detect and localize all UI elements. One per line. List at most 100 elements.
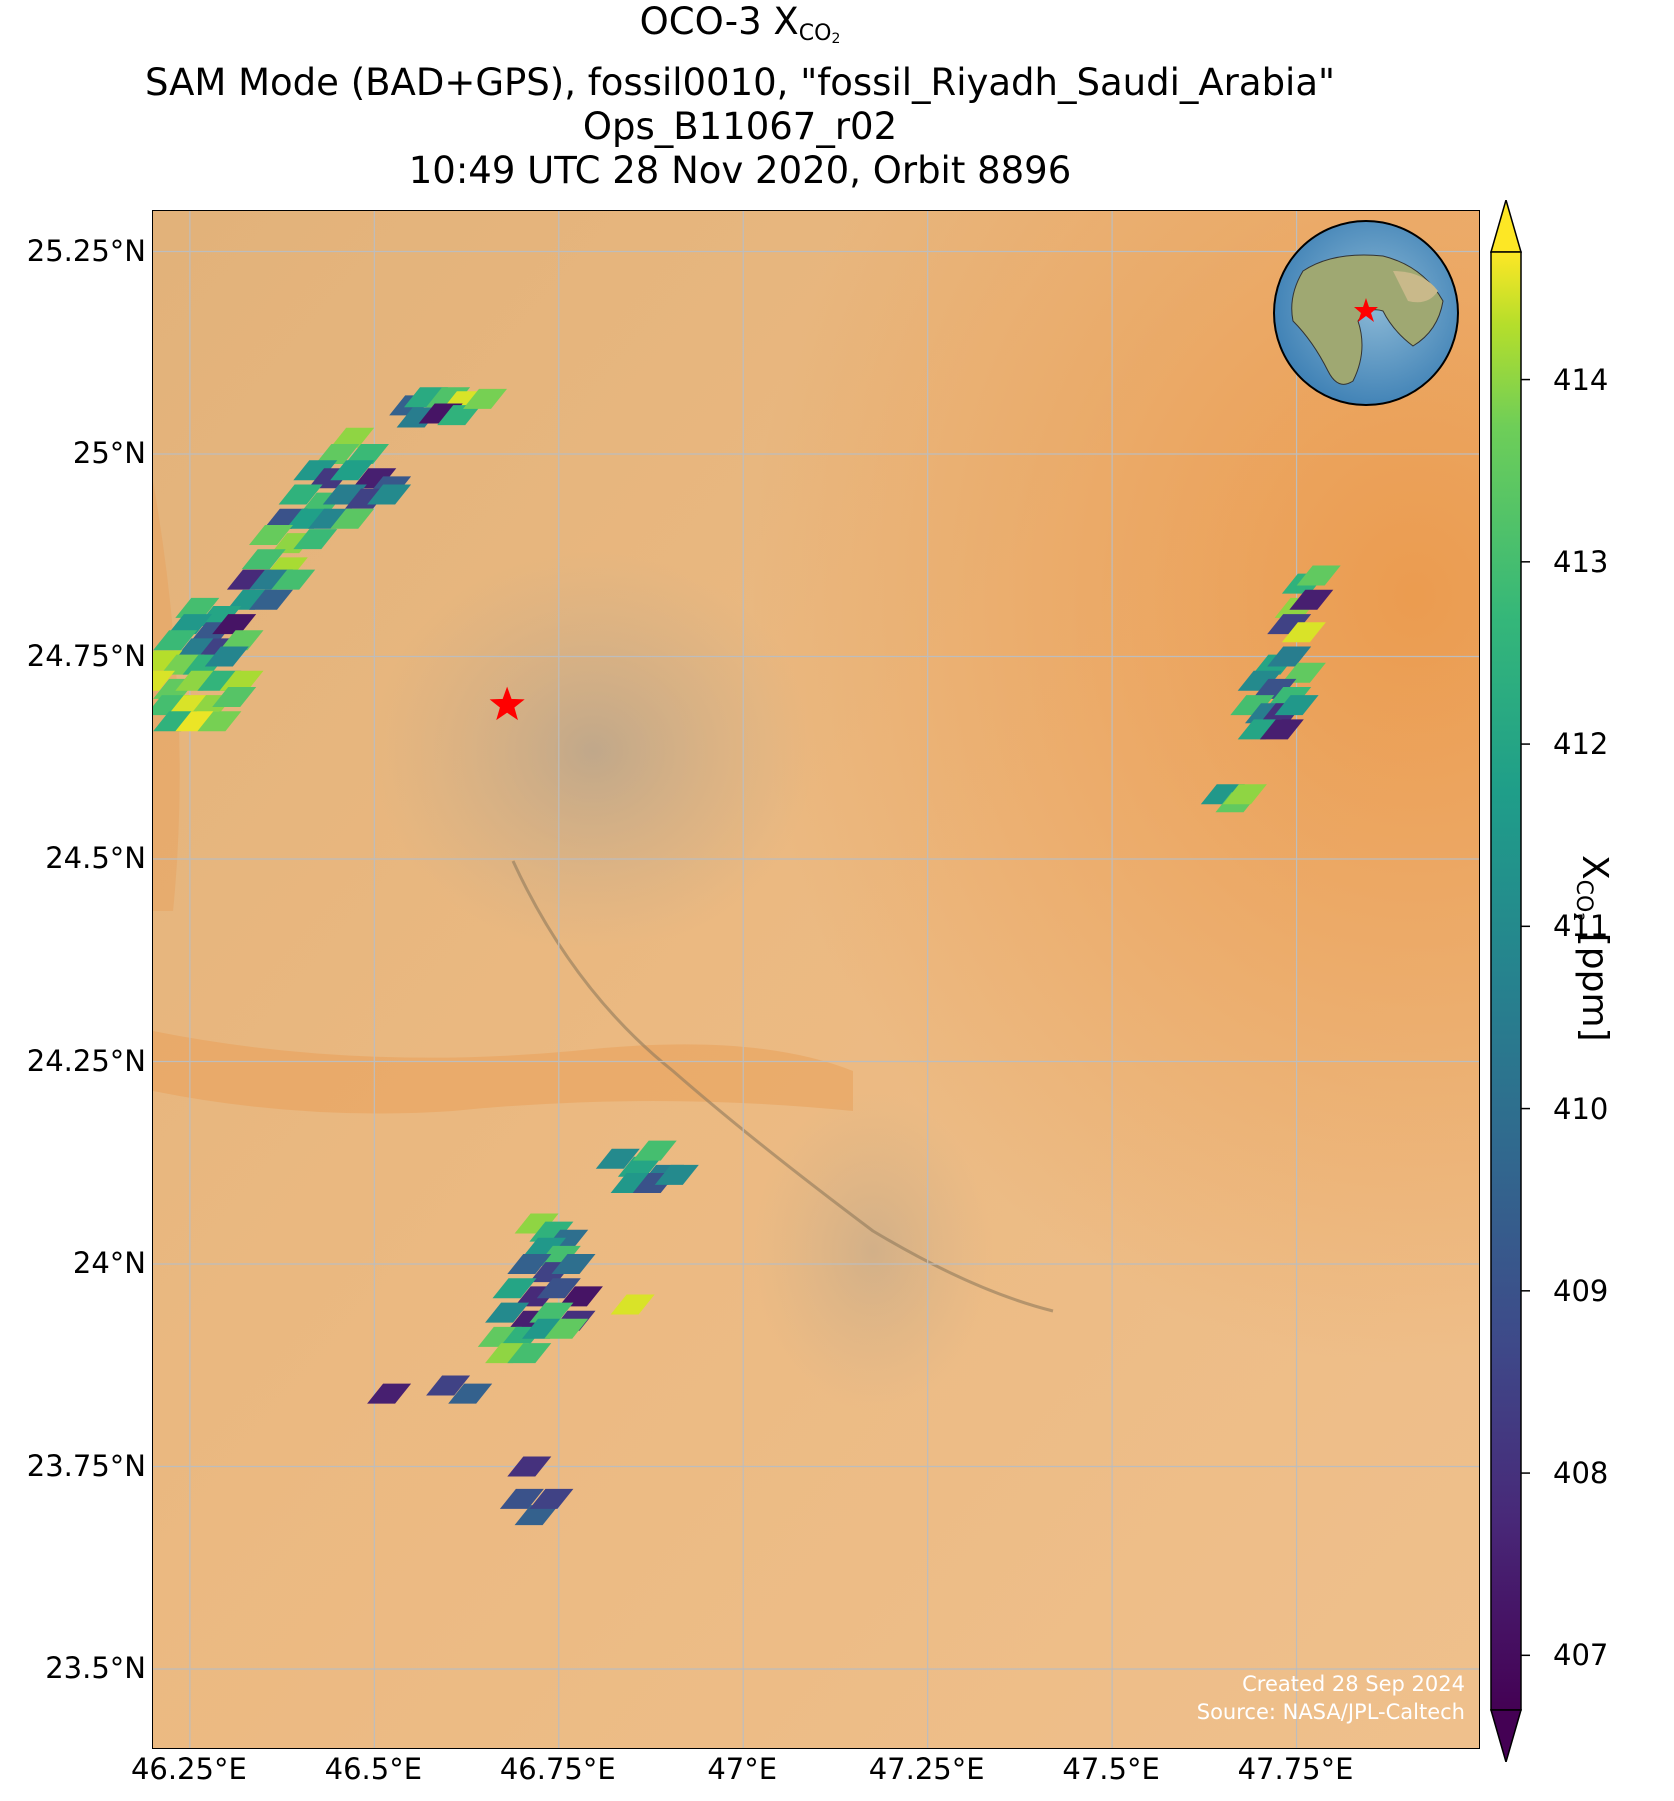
xco2-sounding <box>485 1343 530 1364</box>
xco2-sounding <box>367 1383 412 1404</box>
chart-title: OCO-3 XCO2 SAM Mode (BAD+GPS), fossil001… <box>0 0 1480 193</box>
xco2-sounding <box>219 670 264 691</box>
xco2-sounding <box>212 687 257 707</box>
xco2-sounding <box>175 711 220 732</box>
colorbar <box>1490 200 1530 1762</box>
town-area <box>753 1091 993 1411</box>
xco2-sounding <box>175 670 220 691</box>
xco2-sounding <box>1237 670 1282 691</box>
xco2-sounding <box>175 638 220 659</box>
xco2-sounding <box>167 695 212 716</box>
xco2-sounding <box>330 460 375 481</box>
latitude-tick-label: 23.75°N <box>26 1448 146 1483</box>
longitude-tick-label: 46.25°E <box>130 1752 247 1786</box>
longitude-tick-label: 47.75°E <box>1237 1752 1354 1786</box>
xco2-sounding <box>175 597 220 618</box>
xco2-sounding <box>544 1318 589 1339</box>
longitude-tick-label: 46.75°E <box>499 1752 616 1786</box>
xco2-sounding <box>212 614 257 635</box>
latitude-tick-label: 25.25°N <box>26 233 146 268</box>
xco2-sounding <box>241 549 286 570</box>
colorbar-tick-label: 409 <box>1553 1273 1609 1308</box>
xco2-sounding <box>153 711 198 732</box>
xco2-sounding <box>1281 622 1326 643</box>
xco2-sounding <box>485 1302 530 1323</box>
xco2-sounding <box>285 508 330 529</box>
xco2-sounding <box>558 1286 603 1307</box>
xco2-sounding <box>1237 719 1282 740</box>
xco2-sounding <box>1259 719 1304 740</box>
longitude-tick-label: 47.25°E <box>868 1752 985 1786</box>
colorbar-extend-max <box>1490 200 1522 253</box>
xco2-soundings <box>153 387 1341 1526</box>
sand-band <box>153 1031 853 1114</box>
colorbar-tick-label: 407 <box>1553 1638 1609 1673</box>
xco2-sounding <box>153 630 198 651</box>
title-line-1: OCO-3 XCO2 <box>639 0 841 47</box>
globe-inset <box>1273 220 1459 406</box>
xco2-sounding <box>153 670 175 691</box>
xco2-sounding <box>249 569 293 590</box>
xco2-sounding <box>1222 784 1267 805</box>
credit-source: Source: NASA/JPL-Caltech <box>1196 1700 1465 1724</box>
latitude-tick-label: 25°N <box>72 436 146 470</box>
xco2-sounding <box>1252 678 1297 699</box>
xco2-sounding <box>345 444 389 464</box>
xco2-sounding <box>153 650 183 671</box>
latitude-tick-label: 24°N <box>72 1246 146 1280</box>
xco2-sounding <box>278 484 323 505</box>
globe-location-marker <box>1354 298 1378 322</box>
xco2-sounding <box>219 630 264 651</box>
xco2-sounding <box>197 711 242 732</box>
xco2-sounding <box>522 1318 566 1339</box>
xco2-sounding <box>507 1456 552 1477</box>
xco2-sounding <box>522 1237 566 1258</box>
xco2-sounding <box>322 484 367 505</box>
xco2-sounding <box>514 1213 559 1234</box>
xco2-sounding <box>632 1140 677 1161</box>
xco2-sounding <box>249 525 293 545</box>
xco2-sounding <box>507 1343 552 1364</box>
xco2-sounding <box>1267 646 1312 667</box>
colorbar-tick-label: 414 <box>1553 362 1609 397</box>
xco2-sounding <box>1230 695 1275 716</box>
colorbar-label: XCO2 [ppm] <box>1570 855 1615 1042</box>
map-panel[interactable]: Created 28 Sep 2024 Source: NASA/JPL-Cal… <box>152 210 1480 1749</box>
xco2-sounding <box>226 569 271 590</box>
globe-landmass-arabia <box>1393 271 1438 303</box>
xco2-sounding <box>271 569 316 590</box>
xco2-sounding <box>226 589 271 610</box>
colorbar-tick-label: 412 <box>1553 727 1609 762</box>
riyadh-urban-area <box>373 551 813 951</box>
longitude-tick-label: 47°E <box>707 1752 778 1786</box>
xco2-sounding <box>315 444 360 464</box>
latitude-tick-label: 24.5°N <box>45 841 146 875</box>
xco2-sounding <box>1296 565 1341 586</box>
xco2-sounding <box>204 646 249 667</box>
xco2-sounding <box>249 589 293 610</box>
xco2-sounding <box>367 484 412 505</box>
xco2-sounding <box>507 1254 552 1274</box>
xco2-sounding <box>536 1278 581 1299</box>
xco2-sounding <box>263 508 308 529</box>
xco2-sounding <box>514 1505 559 1526</box>
colorbar-tick-label: 410 <box>1553 1091 1609 1126</box>
xco2-sounding <box>463 388 507 409</box>
longitude-tick-label: 46.5°E <box>324 1752 423 1786</box>
xco2-sounding <box>654 1164 699 1185</box>
xco2-sounding <box>308 508 353 529</box>
xco2-sounding <box>610 1294 655 1315</box>
xco2-sounding <box>529 1302 574 1323</box>
star-marker <box>489 686 525 721</box>
xco2-sounding <box>610 1173 655 1193</box>
latitude-tick-label: 23.5°N <box>45 1651 146 1685</box>
title-line-2: SAM Mode (BAD+GPS), fossil0010, "fossil_… <box>144 61 1336 104</box>
xco2-sounding <box>197 606 242 626</box>
colorbar-ramp <box>1490 251 1522 1711</box>
xco2-sounding <box>1289 589 1334 610</box>
xco2-sounding <box>197 670 242 691</box>
map-canvas[interactable] <box>153 211 1480 1749</box>
xco2-sounding <box>529 1221 574 1242</box>
colorbar-tick-label: 411 <box>1553 909 1609 944</box>
xco2-sounding <box>595 1148 640 1169</box>
